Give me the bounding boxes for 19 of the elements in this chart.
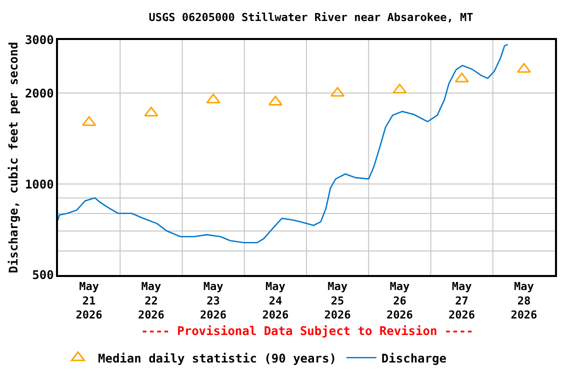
legend-label: Median daily statistic (90 years) [98,351,336,366]
y-tick-label: 500 [32,268,54,282]
y-tick-label: 1000 [24,177,54,192]
chart-title: USGS 06205000 Stillwater River near Absarokee, MT [148,11,474,24]
x-tick-label: May 28 2026 [510,280,538,322]
x-tick-label: May 27 2026 [448,280,476,322]
x-tick-label: May 26 2026 [386,280,414,322]
x-tick-label: May 22 2026 [138,280,165,322]
x-tick-label: May 21 2026 [76,280,103,322]
x-tick-label: May 24 2026 [262,280,290,322]
line-series [58,44,508,244]
legend-label: Discharge [381,351,446,366]
x-tick-label: May 25 2026 [324,280,352,322]
point [330,86,345,97]
y-axis-title: Discharge, cubic feet per second [6,42,21,274]
y-tick-label: 2000 [24,86,54,100]
text: ---- Provisional Data Subject to Revision ---- [141,324,474,338]
y-tick-label: 3000 [24,33,54,48]
x-tick-label: May 23 2026 [200,280,227,322]
